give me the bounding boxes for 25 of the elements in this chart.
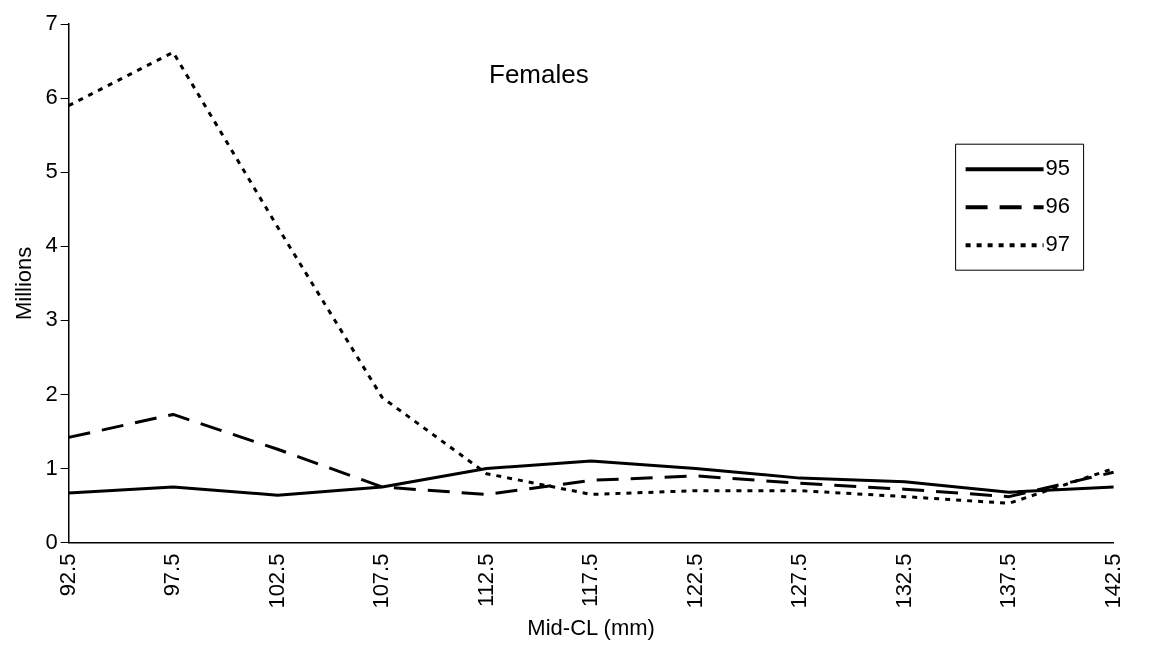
y-tick-label: 5	[45, 158, 58, 184]
x-tick-label: 92.5	[54, 553, 80, 597]
x-tick-label: 132.5	[890, 553, 916, 609]
y-tick-label: 1	[45, 454, 58, 480]
y-tick-label: 3	[45, 306, 58, 332]
y-axis-title: Millions	[11, 246, 37, 321]
x-tick-label: 102.5	[263, 553, 289, 609]
legend-label: 96	[1045, 193, 1071, 219]
x-tick-label: 137.5	[995, 553, 1021, 609]
y-tick-label: 2	[45, 380, 58, 406]
x-tick-label: 117.5	[577, 553, 603, 607]
legend-label: 97	[1045, 231, 1071, 257]
x-tick-label: 122.5	[681, 553, 707, 609]
y-tick-label: 0	[45, 528, 58, 554]
x-tick-label: 112.5	[472, 553, 498, 607]
x-tick-label: 127.5	[786, 553, 812, 609]
text: Females	[489, 59, 589, 90]
x-tick-label: 142.5	[1099, 553, 1125, 609]
y-tick-label: 7	[45, 10, 58, 36]
x-axis-title: Mid-CL (mm)	[527, 614, 655, 640]
y-tick-label: 4	[45, 232, 58, 258]
legend-label: 95	[1045, 155, 1071, 181]
y-tick-label: 6	[45, 84, 58, 110]
x-tick-label: 97.5	[159, 553, 185, 597]
x-tick-label: 107.5	[368, 553, 394, 609]
